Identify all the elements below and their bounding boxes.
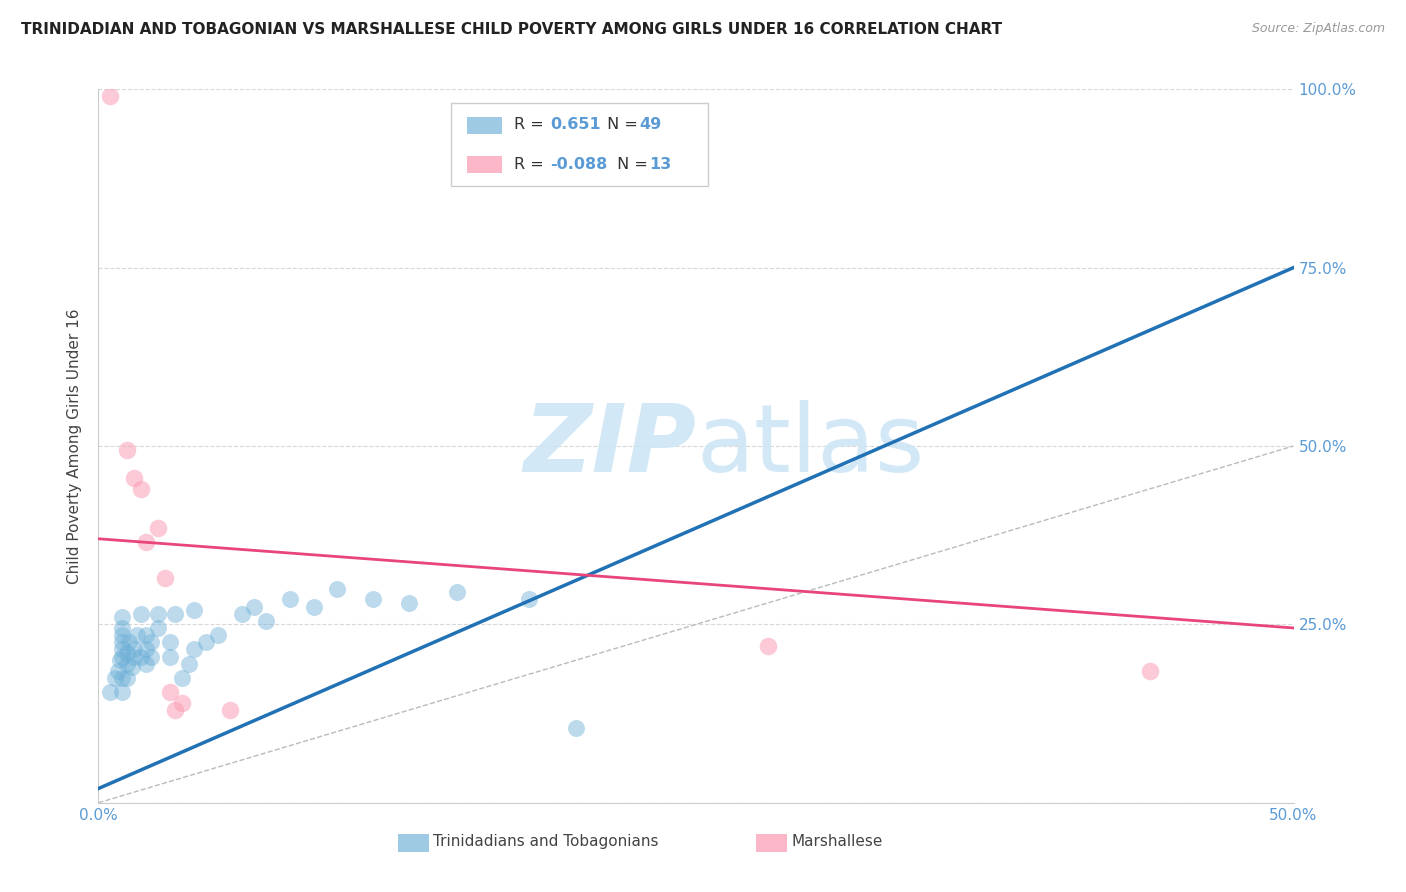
Point <box>104 671 127 685</box>
Text: TRINIDADIAN AND TOBAGONIAN VS MARSHALLESE CHILD POVERTY AMONG GIRLS UNDER 16 COR: TRINIDADIAN AND TOBAGONIAN VS MARSHALLES… <box>21 22 1002 37</box>
Text: ZIP: ZIP <box>523 400 696 492</box>
Point <box>111 621 134 635</box>
Text: 13: 13 <box>650 157 672 171</box>
Y-axis label: Child Poverty Among Girls Under 16: Child Poverty Among Girls Under 16 <box>67 309 83 583</box>
Point <box>111 628 134 642</box>
Text: R =: R = <box>515 157 550 171</box>
Point <box>135 657 157 671</box>
Text: Source: ZipAtlas.com: Source: ZipAtlas.com <box>1251 22 1385 36</box>
Point <box>219 703 242 717</box>
Point <box>115 442 138 457</box>
Text: 49: 49 <box>640 118 662 132</box>
Point <box>159 635 181 649</box>
Point <box>124 471 146 485</box>
Point <box>135 642 157 657</box>
Point <box>135 535 157 549</box>
Text: Marshallese: Marshallese <box>792 834 883 848</box>
Text: 0.651: 0.651 <box>550 118 600 132</box>
Point <box>139 635 162 649</box>
Point <box>125 628 148 642</box>
Point <box>194 635 218 649</box>
FancyBboxPatch shape <box>467 156 502 173</box>
Point <box>363 592 385 607</box>
Point <box>565 721 588 735</box>
Point <box>148 521 170 535</box>
Point <box>111 671 134 685</box>
Point <box>183 603 205 617</box>
Text: -0.088: -0.088 <box>550 157 607 171</box>
Point <box>398 596 420 610</box>
Point <box>115 657 138 671</box>
Point <box>159 685 181 699</box>
Text: N =: N = <box>602 118 643 132</box>
Point <box>98 89 122 103</box>
Point <box>107 664 129 678</box>
Point <box>115 646 138 660</box>
Point <box>446 585 468 599</box>
Point <box>159 649 181 664</box>
Point <box>131 607 153 621</box>
Point <box>179 657 201 671</box>
Point <box>111 610 134 624</box>
Point <box>124 649 146 664</box>
Point <box>243 599 266 614</box>
Point <box>254 614 277 628</box>
Point <box>115 671 138 685</box>
Text: atlas: atlas <box>696 400 924 492</box>
Point <box>111 635 134 649</box>
Point <box>131 649 153 664</box>
Point <box>111 685 134 699</box>
Point <box>155 571 177 585</box>
Point <box>131 482 153 496</box>
Point <box>302 599 325 614</box>
Point <box>231 607 253 621</box>
Point <box>278 592 301 607</box>
Point <box>326 582 349 596</box>
Point <box>121 660 143 674</box>
Point <box>98 685 122 699</box>
FancyBboxPatch shape <box>451 103 709 186</box>
Point <box>163 607 186 621</box>
Point <box>1139 664 1161 678</box>
Text: Trinidadians and Tobagonians: Trinidadians and Tobagonians <box>433 834 658 848</box>
Point <box>135 628 157 642</box>
Point <box>517 592 540 607</box>
Point <box>183 642 205 657</box>
Point <box>124 642 146 657</box>
Point <box>172 671 194 685</box>
Point <box>111 642 134 657</box>
Point <box>148 621 170 635</box>
Point <box>108 653 131 667</box>
FancyBboxPatch shape <box>467 117 502 134</box>
Point <box>207 628 229 642</box>
Point <box>118 635 141 649</box>
Point <box>139 649 162 664</box>
Point <box>163 703 186 717</box>
Text: N =: N = <box>613 157 654 171</box>
Point <box>756 639 779 653</box>
Point <box>148 607 170 621</box>
Text: R =: R = <box>515 118 550 132</box>
Point <box>111 649 134 664</box>
Point <box>172 696 194 710</box>
